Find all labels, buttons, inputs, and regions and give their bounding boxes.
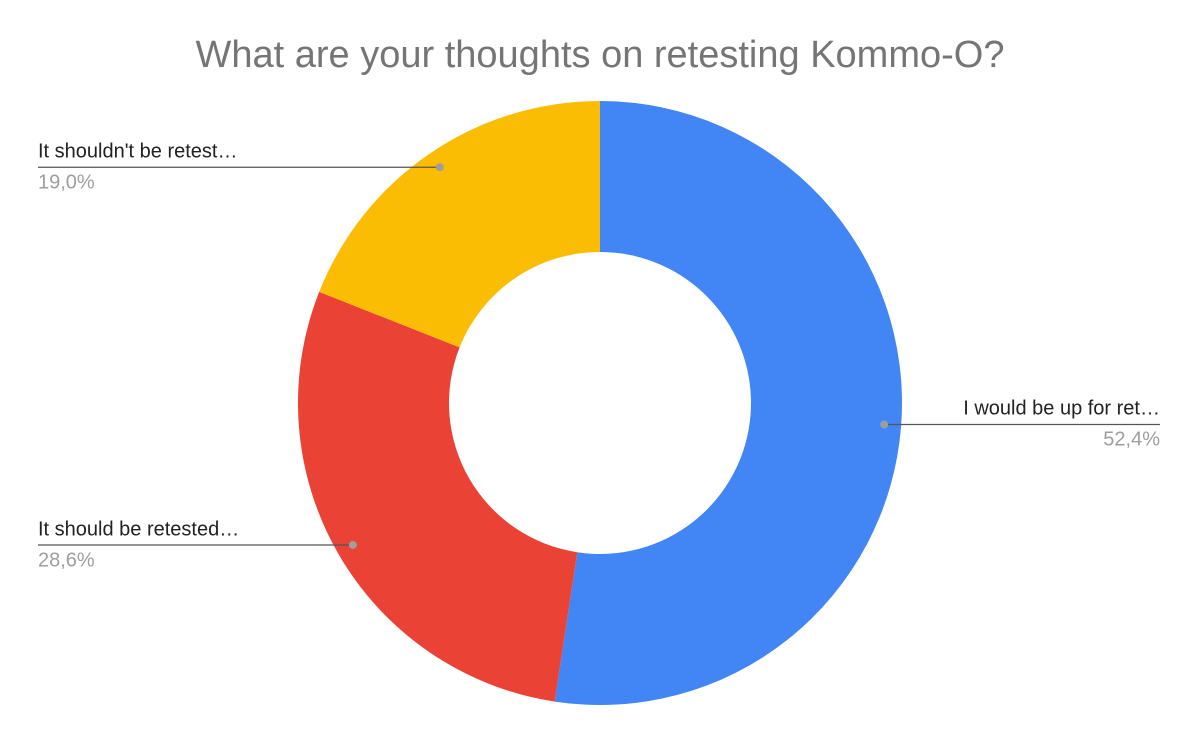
slice bbox=[554, 101, 903, 705]
slice bbox=[319, 101, 600, 348]
leader-dot bbox=[880, 420, 889, 429]
slice-label: I would be up for ret… bbox=[963, 398, 1160, 420]
chart-title: What are your thoughts on retesting Komm… bbox=[196, 34, 1005, 76]
leader-dot bbox=[435, 163, 444, 172]
value-label: 19,0% bbox=[38, 172, 95, 194]
value-label: 52,4% bbox=[1103, 429, 1160, 451]
leader-dot bbox=[348, 540, 357, 549]
value-label: 28,6% bbox=[38, 549, 95, 571]
slice bbox=[297, 291, 578, 702]
slice-label: It shouldn't be retest… bbox=[38, 141, 237, 163]
slice-label: It should be retested… bbox=[38, 518, 239, 540]
